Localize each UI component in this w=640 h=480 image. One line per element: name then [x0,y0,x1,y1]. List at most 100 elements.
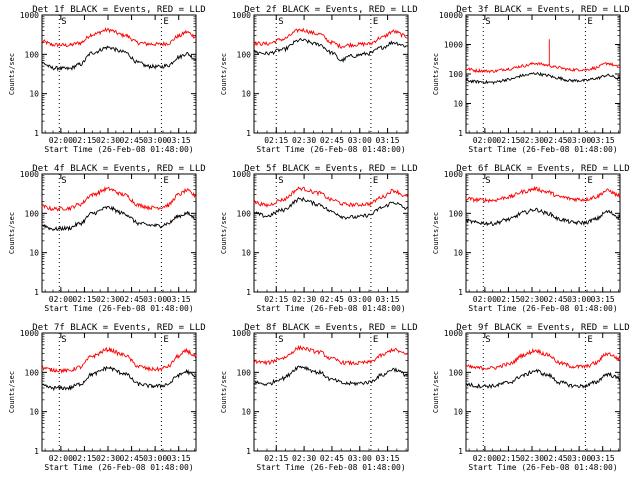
y-tick-label: 1000 [232,170,251,179]
time-marker-label: S [61,335,66,345]
time-marker-label: E [587,335,592,345]
x-tick-label: 02:00 [473,295,497,304]
x-axis-label: Start Time (26-Feb-08 01:48:00) [256,304,405,313]
panel-3: Det 3f BLACK = Events, RED = LLD Counts/s… [432,5,630,154]
series-events-black [41,205,197,232]
x-tick-label: 02:45 [544,136,568,145]
panel-title: Det 2f BLACK = Events, RED = LLD [244,5,417,15]
x-axis-label: Start Time (26-Feb-08 01:48:00) [468,463,617,472]
series-lld-red [253,186,409,208]
y-tick-label: 100 [449,70,464,79]
x-tick-label: 02:30 [520,454,544,463]
series-events-black [465,71,621,85]
x-tick-label: 03:15 [167,454,191,463]
x-tick-label: 03:15 [591,136,615,145]
plot-frame [253,332,409,452]
panel-7: Det 7f BLACK = Events, RED = LLD Counts/s… [8,323,206,472]
y-tick-label: 100 [25,50,40,59]
x-tick-label: 02:00 [49,295,73,304]
series-lld-red [465,39,621,74]
panel-title: Det 7f BLACK = Events, RED = LLD [32,323,205,333]
y-tick-label: 10 [241,90,251,99]
panel-1: Det 1f BLACK = Events, RED = LLD Counts/s… [8,5,206,154]
y-tick-label: 1 [34,447,39,456]
y-axis-label: Counts/sec [432,371,440,413]
series-lld-red [41,26,197,48]
x-tick-label: 02:30 [520,295,544,304]
y-tick-label: 1 [458,447,463,456]
y-tick-label: 10 [453,408,463,417]
y-tick-label: 10 [241,249,251,258]
x-tick-label: 02:15 [496,136,520,145]
y-axis-label: Counts/sec [220,53,228,95]
x-tick-label: 02:30 [96,295,120,304]
x-tick-label: 02:45 [320,136,344,145]
x-axis-label: Start Time (26-Feb-08 01:48:00) [44,463,193,472]
y-axis-label: Counts/sec [8,53,16,95]
x-tick-label: 02:30 [96,136,120,145]
y-tick-label: 10 [29,408,39,417]
y-tick-label: 1000 [444,170,463,179]
time-marker-label: E [373,335,378,345]
y-axis-label: Counts/sec [220,371,228,413]
time-marker-label: S [278,176,283,186]
x-tick-label: 02:15 [72,136,96,145]
series-lld-red [465,347,621,371]
y-tick-label: 1000 [232,329,251,338]
panel-5: Det 5f BLACK = Events, RED = LLD Counts/s… [220,164,418,313]
y-tick-label: 1 [246,288,251,297]
panel-4: Det 4f BLACK = Events, RED = LLD Counts/s… [8,164,206,313]
x-tick-label: 03:15 [376,454,400,463]
series-lld-red [41,186,197,212]
y-tick-label: 10 [241,408,251,417]
time-marker-label: S [485,335,490,345]
y-tick-label: 10000 [439,11,463,20]
y-tick-label: 1000 [444,41,463,50]
y-tick-label: 10 [453,100,463,109]
time-marker-label: E [373,17,378,27]
x-axis-label: Start Time (26-Feb-08 01:48:00) [256,463,405,472]
x-tick-label: 02:30 [292,454,316,463]
y-tick-label: 1000 [444,329,463,338]
time-marker-label: E [373,176,378,186]
y-tick-label: 100 [449,368,464,377]
plot-frame [465,332,621,452]
plot-frame [253,14,409,134]
y-axis-label: Counts/sec [220,212,228,254]
x-tick-label: 03:15 [376,295,400,304]
x-tick-label: 02:15 [496,454,520,463]
x-tick-label: 03:15 [591,295,615,304]
x-tick-label: 03:00 [567,454,591,463]
plot-frame [41,332,197,452]
x-tick-label: 03:15 [167,136,191,145]
time-marker-label: S [278,335,283,345]
x-tick-label: 03:00 [348,454,372,463]
x-tick-label: 03:00 [143,454,167,463]
y-tick-label: 1 [34,288,39,297]
x-tick-label: 02:45 [320,295,344,304]
y-tick-label: 10 [29,90,39,99]
series-lld-red [41,346,197,374]
x-tick-label: 02:30 [292,136,316,145]
x-tick-label: 02:15 [72,454,96,463]
x-tick-label: 02:15 [264,454,288,463]
series-events-black [253,365,409,387]
x-tick-label: 02:30 [96,454,120,463]
y-tick-label: 100 [237,209,252,218]
series-lld-red [253,27,409,50]
x-tick-label: 03:00 [348,295,372,304]
series-events-black [253,37,409,63]
y-tick-label: 100 [237,368,252,377]
panel-title: Det 8f BLACK = Events, RED = LLD [244,323,417,333]
series-events-black [253,196,409,220]
panel-8: Det 8f BLACK = Events, RED = LLD Counts/s… [220,323,418,472]
plot-frame [465,173,621,293]
time-marker-label: E [163,17,168,27]
x-tick-label: 02:00 [473,454,497,463]
x-tick-label: 02:15 [264,295,288,304]
x-tick-label: 02:45 [120,136,144,145]
x-tick-label: 03:00 [567,136,591,145]
panel-title: Det 5f BLACK = Events, RED = LLD [244,164,417,174]
panel-9: Det 9f BLACK = Events, RED = LLD Counts/s… [432,323,630,472]
